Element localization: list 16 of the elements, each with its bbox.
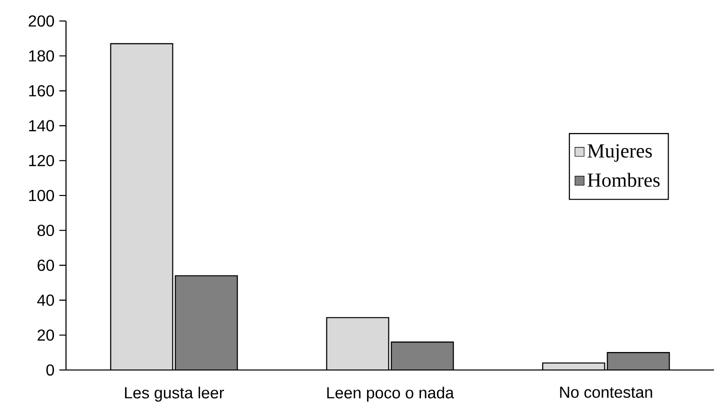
y-tick-label: 160: [29, 85, 54, 96]
y-tick-label: 0: [46, 364, 54, 376]
y-tick-label: 100: [29, 190, 54, 202]
legend-label: Hombres: [588, 172, 660, 187]
y-tick-label: 120: [29, 154, 54, 166]
legend-label: Mujeres: [588, 144, 652, 162]
y-tick-label: 140: [29, 120, 54, 132]
x-tick-label: Les gusta leer: [125, 386, 224, 402]
x-tick-label: No contestan: [560, 386, 652, 398]
y-tick-label: 200: [28, 15, 54, 27]
y-tick-label: 40: [37, 294, 54, 306]
y-tick-label: 80: [38, 224, 54, 236]
x-tick-label: Leen poco o nada: [327, 386, 454, 402]
y-tick-label: 20: [38, 329, 54, 341]
y-tick-label: 180: [29, 50, 54, 62]
y-tick-label: 60: [38, 260, 54, 271]
